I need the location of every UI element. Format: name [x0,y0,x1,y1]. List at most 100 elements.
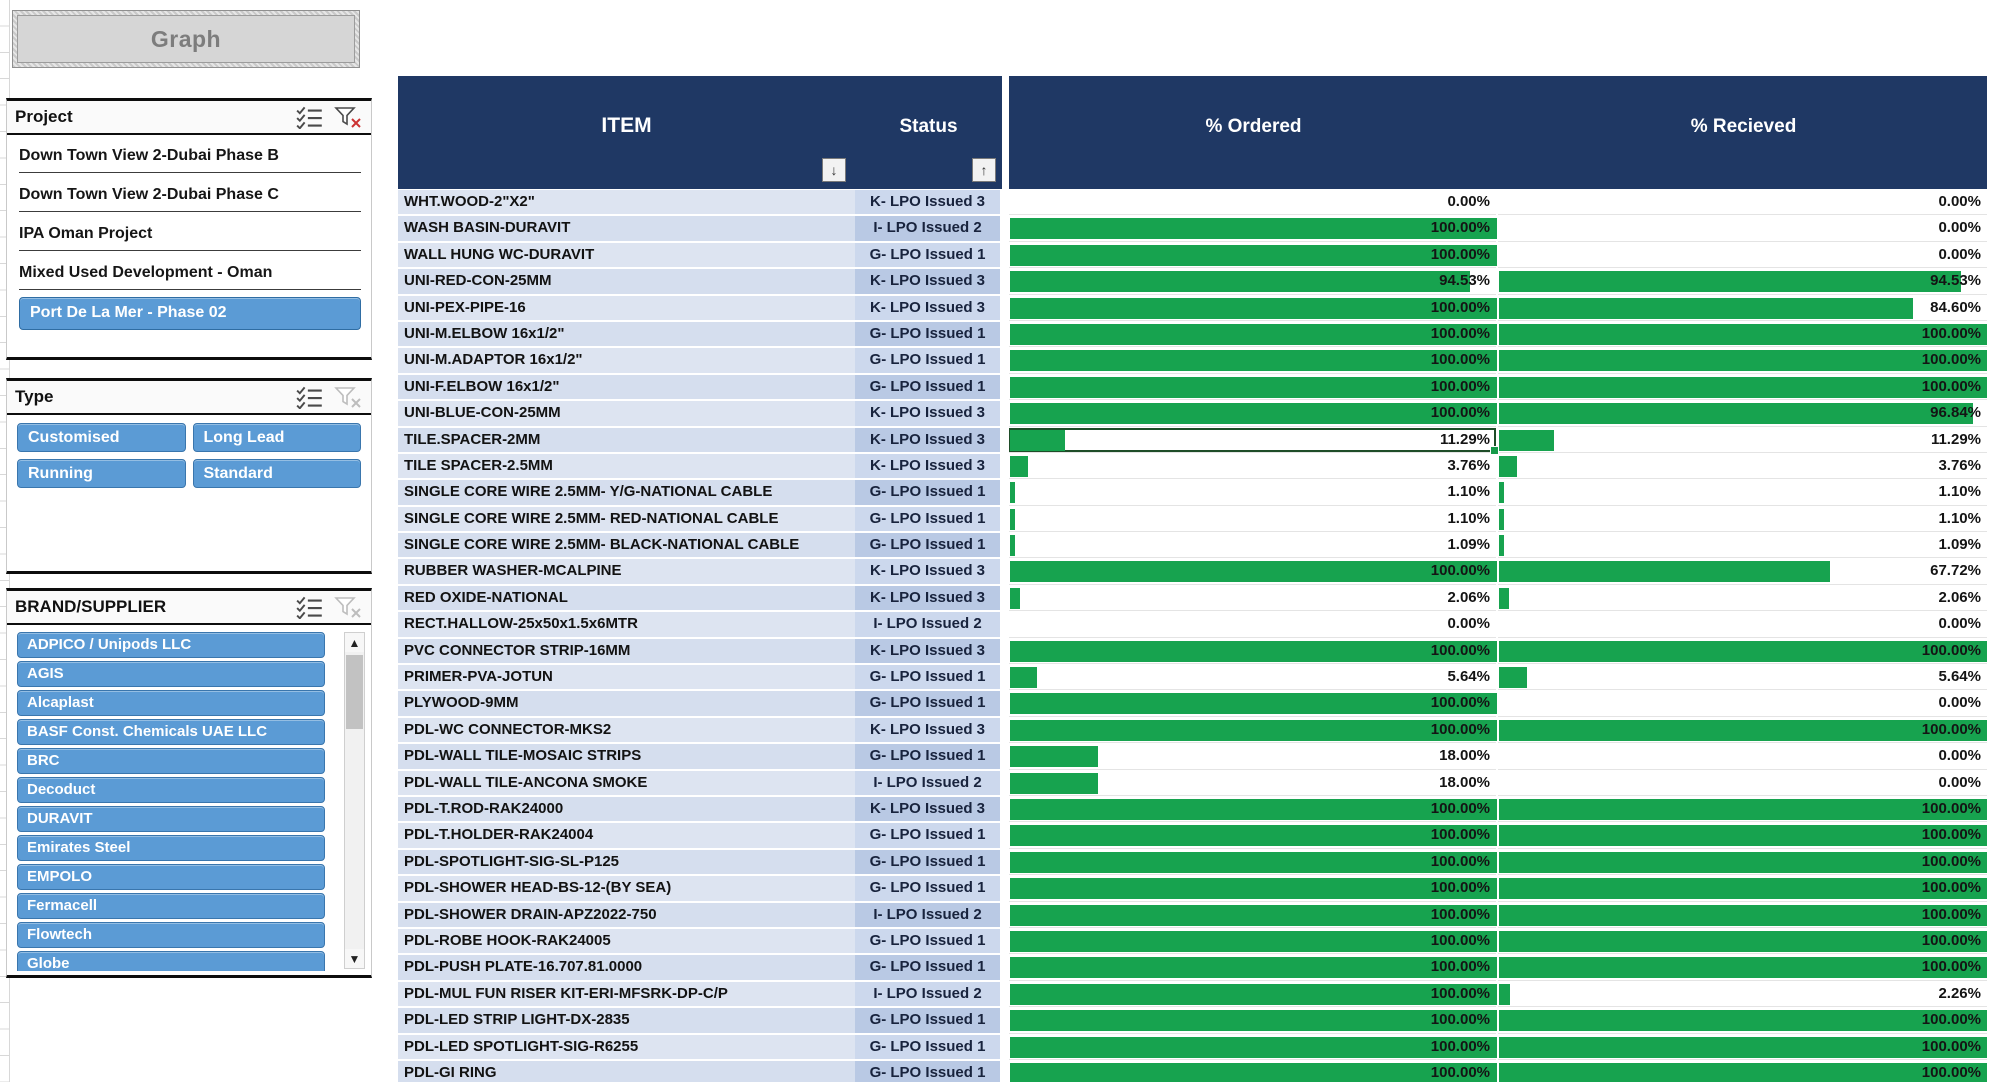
status-cell[interactable]: G- LPO Issued 1 [855,506,1000,532]
status-cell[interactable]: K- LPO Issued 3 [855,638,1000,664]
received-cell[interactable]: 100.00% [1498,374,1987,401]
brand-scrollbar[interactable]: ▲ ▼ [344,632,365,969]
item-cell[interactable]: PVC CONNECTOR STRIP-16MM [398,638,855,664]
received-cell[interactable]: 0.00% [1498,216,1987,242]
slicer-item-brand[interactable]: EMPOLO [17,864,325,890]
item-cell[interactable]: UNI-PEX-PIPE-16 [398,295,855,320]
received-cell[interactable]: 67.72% [1498,559,1987,585]
slicer-item-brand[interactable]: AGIS [17,661,325,687]
status-cell[interactable]: K- LPO Issued 3 [855,427,1000,452]
status-cell[interactable]: K- LPO Issued 3 [855,585,1000,611]
item-cell[interactable]: PDL-T.HOLDER-RAK24004 [398,823,855,848]
status-cell[interactable]: I- LPO Issued 2 [855,770,1000,795]
status-cell[interactable]: K- LPO Issued 3 [855,190,1000,215]
received-cell[interactable]: 100.00% [1498,902,1987,928]
received-cell[interactable]: 5.64% [1498,665,1987,691]
slicer-item-project[interactable]: Down Town View 2-Dubai Phase B [19,141,361,173]
status-cell[interactable]: G- LPO Issued 1 [855,691,1000,716]
item-cell[interactable]: PDL-SPOTLIGHT-SIG-SL-P125 [398,849,855,875]
item-cell[interactable]: RUBBER WASHER-MCALPINE [398,559,855,584]
received-cell[interactable]: 0.00% [1498,612,1987,638]
item-cell[interactable]: WASH BASIN-DURAVIT [398,216,855,241]
received-cell[interactable]: 0.00% [1498,770,1987,796]
slicer-item-type[interactable]: Long Lead [192,423,361,452]
status-cell[interactable]: I- LPO Issued 2 [855,902,1000,927]
received-cell[interactable]: 3.76% [1498,453,1987,480]
ordered-cell[interactable]: 100.00% [1009,876,1497,902]
status-cell[interactable]: G- LPO Issued 1 [855,665,1000,690]
status-cell[interactable]: K- LPO Issued 3 [855,269,1000,294]
item-cell[interactable]: PDL-SHOWER DRAIN-APZ2022-750 [398,902,855,927]
item-cell[interactable]: WHT.WOOD-2"X2" [398,190,855,215]
ordered-cell[interactable]: 100.00% [1009,823,1497,849]
item-cell[interactable]: RECT.HALLOW-25x50x1.5x6MTR [398,612,855,637]
ordered-cell[interactable]: 100.00% [1009,1008,1497,1034]
status-cell[interactable]: K- LPO Issued 3 [855,559,1000,584]
received-cell[interactable]: 2.06% [1498,585,1987,612]
ordered-cell[interactable]: 100.00% [1009,348,1497,374]
ordered-cell[interactable]: 1.09% [1009,533,1496,559]
received-cell[interactable]: 100.00% [1498,717,1987,744]
scroll-up-icon[interactable]: ▲ [345,633,364,652]
slicer-item-brand[interactable]: BRC [17,748,325,774]
status-cell[interactable]: I- LPO Issued 2 [855,612,1000,637]
received-cell[interactable]: 2.26% [1498,981,1987,1008]
status-cell[interactable]: K- LPO Issued 3 [855,453,1000,479]
item-cell[interactable]: UNI-RED-CON-25MM [398,269,855,294]
ordered-cell[interactable]: 0.00% [1009,612,1496,638]
item-cell[interactable]: SINGLE CORE WIRE 2.5MM- RED-NATIONAL CAB… [398,506,855,532]
ordered-cell[interactable]: 100.00% [1009,717,1497,744]
received-cell[interactable]: 100.00% [1498,1034,1987,1060]
item-cell[interactable]: PDL-MUL FUN RISER KIT-ERI-MFSRK-DP-C/P [398,981,855,1007]
status-cell[interactable]: G- LPO Issued 1 [855,1034,1000,1059]
slicer-item-brand[interactable]: Fermacell [17,893,325,919]
received-cell[interactable]: 100.00% [1498,928,1987,955]
slicer-item-project[interactable]: Down Town View 2-Dubai Phase C [19,180,361,212]
multi-select-icon[interactable] [295,105,325,130]
ordered-cell[interactable]: 5.64% [1009,665,1496,691]
slicer-item-project[interactable]: IPA Oman Project [19,219,361,251]
ordered-cell[interactable]: 2.06% [1009,585,1496,612]
item-cell[interactable]: TILE.SPACER-2MM [398,427,855,452]
received-cell[interactable]: 0.00% [1498,242,1987,269]
status-cell[interactable]: G- LPO Issued 1 [855,849,1000,875]
status-cell[interactable]: G- LPO Issued 1 [855,480,1000,505]
item-cell[interactable]: PDL-WALL TILE-MOSAIC STRIPS [398,744,855,769]
ordered-cell[interactable]: 100.00% [1009,295,1497,321]
item-cell[interactable]: UNI-M.ADAPTOR 16x1/2" [398,348,855,373]
ordered-cell[interactable]: 100.00% [1009,1060,1497,1082]
item-cell[interactable]: PDL-WC CONNECTOR-MKS2 [398,717,855,743]
status-cell[interactable]: K- LPO Issued 3 [855,717,1000,743]
ordered-cell[interactable]: 100.00% [1009,242,1497,269]
status-cell[interactable]: G- LPO Issued 1 [855,374,1000,400]
ordered-cell[interactable]: 18.00% [1009,744,1496,770]
item-cell[interactable]: RED OXIDE-NATIONAL [398,585,855,611]
status-cell[interactable]: G- LPO Issued 1 [855,1060,1000,1082]
ordered-cell[interactable]: 18.00% [1009,770,1496,796]
clear-filter-icon[interactable] [333,105,363,129]
status-cell[interactable]: I- LPO Issued 2 [855,981,1000,1007]
ordered-cell[interactable]: 100.00% [1009,374,1497,401]
received-cell[interactable]: 1.09% [1498,533,1987,559]
received-cell[interactable]: 100.00% [1498,796,1987,823]
status-cell[interactable]: G- LPO Issued 1 [855,242,1000,268]
slicer-item-project[interactable]: Port De La Mer - Phase 02 [19,297,361,330]
slicer-item-type[interactable]: Standard [192,459,361,488]
status-cell[interactable]: G- LPO Issued 1 [855,533,1000,558]
status-cell[interactable]: G- LPO Issued 1 [855,1008,1000,1033]
scrollbar-track[interactable] [345,652,364,949]
status-cell[interactable]: G- LPO Issued 1 [855,744,1000,769]
item-cell[interactable]: PRIMER-PVA-JOTUN [398,665,855,690]
multi-select-icon[interactable] [295,385,325,410]
ordered-cell[interactable]: 100.00% [1009,1034,1497,1060]
ordered-cell[interactable]: 3.76% [1009,453,1496,480]
received-cell[interactable]: 100.00% [1498,849,1987,876]
slicer-item-brand[interactable]: Alcaplast [17,690,325,716]
status-cell[interactable]: G- LPO Issued 1 [855,321,1000,347]
status-cell[interactable]: G- LPO Issued 1 [855,955,1000,980]
ordered-cell[interactable]: 100.00% [1009,559,1497,585]
slicer-item-type[interactable]: Customised [17,423,186,452]
received-cell[interactable]: 1.10% [1498,480,1987,506]
received-cell[interactable]: 96.84% [1498,401,1987,427]
received-cell[interactable]: 0.00% [1498,744,1987,770]
